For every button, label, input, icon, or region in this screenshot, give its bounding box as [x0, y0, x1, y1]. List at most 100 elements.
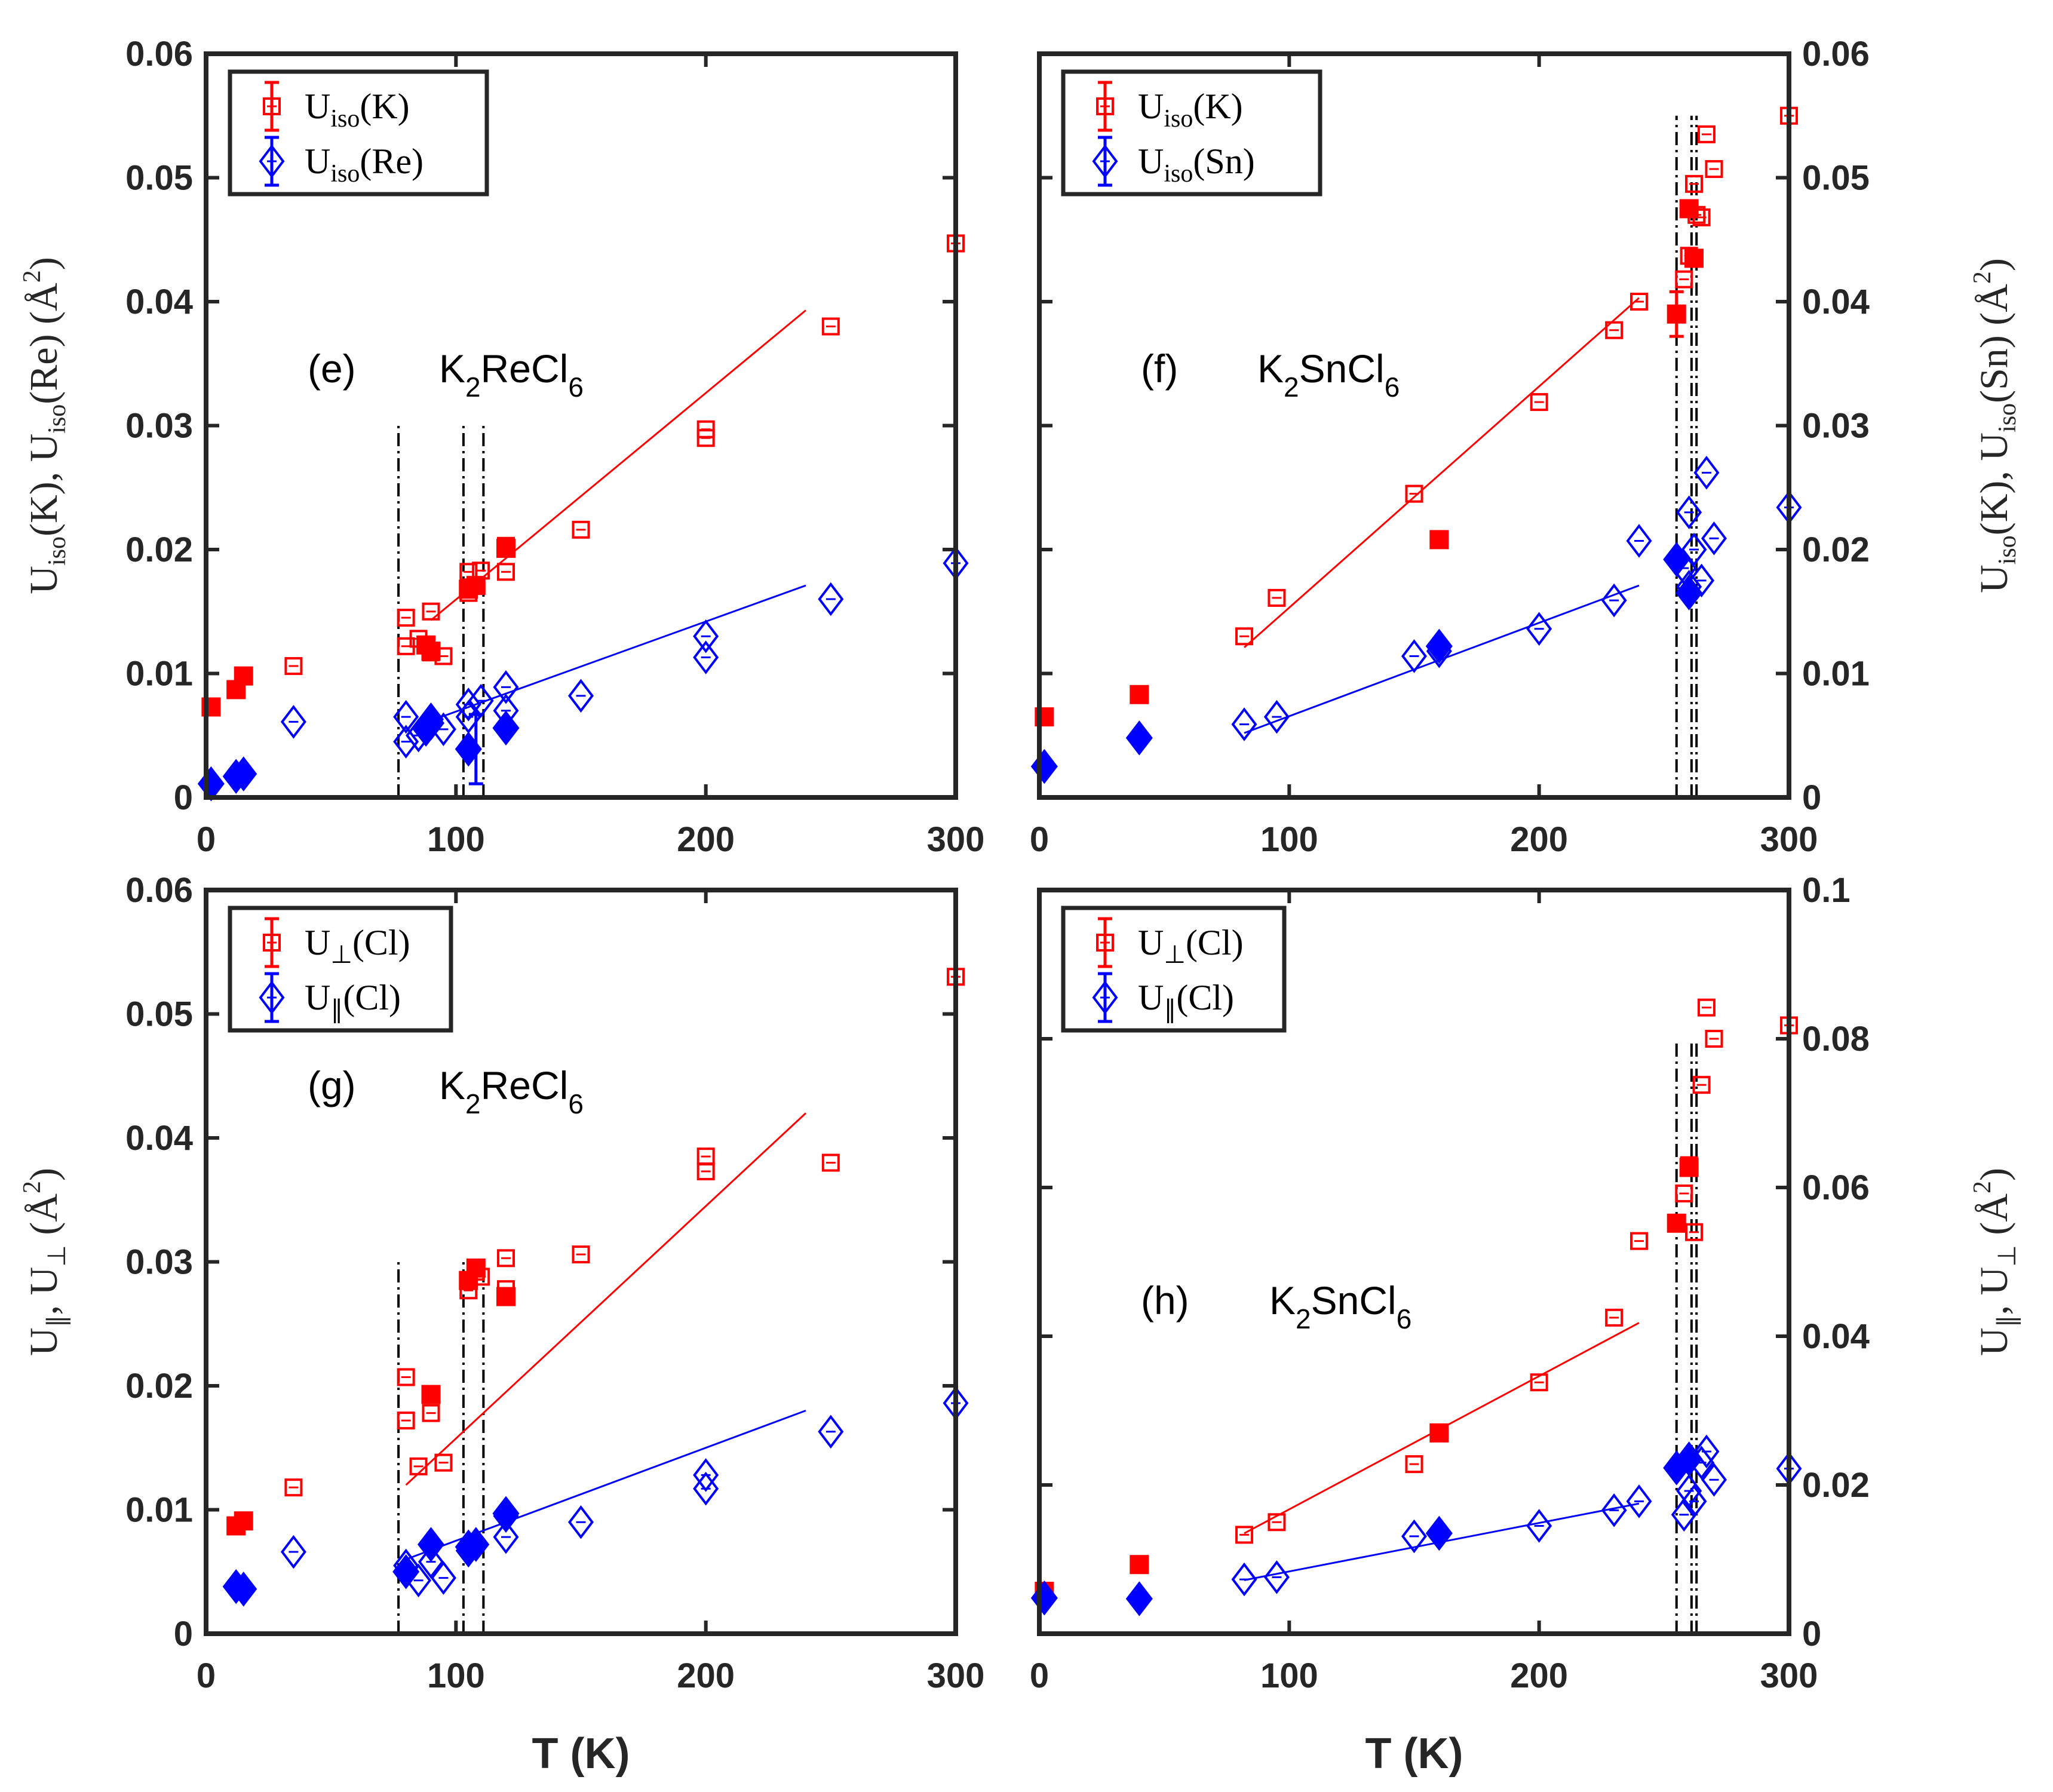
label-part: U [305, 87, 330, 126]
data-point-blue-diamond-open [1689, 563, 1715, 598]
label-part: ) [1972, 258, 2016, 271]
x-tick-label: 0 [197, 1656, 216, 1695]
y-tick-label: 0.03 [1802, 407, 1870, 446]
data-point-red-square-open [1405, 1455, 1423, 1474]
y-axis-label: U∥, U⊥ (Å2) [19, 1168, 71, 1356]
label-part: ⊥ [1164, 941, 1186, 969]
y-tick-label: 0.02 [1802, 1466, 1870, 1505]
x-tick-label: 100 [427, 820, 485, 859]
data-point-blue-diamond-filled [492, 710, 520, 746]
data-point-blue-diamond-filled [417, 705, 445, 741]
label-part: U [1972, 1327, 2016, 1356]
data-point-red-square-open [284, 1478, 303, 1497]
legend-label: Uiso(Sn) [1138, 142, 1255, 188]
label-part: U [305, 978, 330, 1017]
data-point-red-square-open [1605, 1308, 1624, 1327]
label-part: , U [22, 1267, 66, 1315]
data-point-red-square-open [434, 1453, 453, 1472]
label-part: U [1138, 923, 1164, 962]
plot-frame [1037, 51, 1791, 800]
label-part: ∥ [44, 1315, 71, 1327]
data-point-blue-diamond-filled [462, 1527, 490, 1562]
label-part: (Cl) [1176, 978, 1234, 1017]
y-tick-label: 0 [1802, 1615, 1821, 1653]
panel-label: (f) [1141, 346, 1178, 391]
data-point-blue-diamond-open [1601, 1493, 1627, 1527]
y-tick-label: 0.02 [1802, 530, 1870, 569]
data-point-red-square-open [1675, 270, 1693, 289]
plot-frame [1037, 888, 1791, 1636]
data-point-blue-diamond-filled [392, 1554, 420, 1590]
label-part: U [305, 923, 330, 962]
label-part: ∥ [1994, 1315, 2021, 1327]
data-point-red-square-filled [1667, 304, 1686, 324]
data-point-blue-diamond-open [1601, 583, 1627, 618]
label-part: iso [330, 105, 360, 133]
x-tick-label: 300 [927, 1656, 985, 1695]
label-part: ⊥ [1994, 1245, 2021, 1267]
y-tick-label: 0 [174, 778, 193, 817]
data-point-blue-diamond-open [567, 1505, 594, 1539]
data-point-blue-diamond-open [418, 1545, 444, 1579]
data-point-blue-diamond-filled [417, 1527, 445, 1562]
label-part: (Sn) [1193, 142, 1254, 181]
compound-label: K2SnCl6 [1269, 1278, 1411, 1334]
data-point-red-square-open [1235, 627, 1254, 646]
label-part: ∥ [330, 996, 343, 1024]
data-point-blue-diamond-filled [1125, 720, 1153, 756]
label-part: , U [1972, 1267, 2016, 1315]
data-point-red-square-open [422, 602, 440, 621]
y-tick-label: 0.02 [125, 530, 193, 569]
x-tick-label: 100 [1260, 1656, 1318, 1695]
legend-marker-blue [1092, 980, 1118, 1015]
data-point-red-square-filled [1429, 530, 1449, 550]
y-tick-label: 0 [1802, 778, 1821, 817]
label-part: 2 [19, 1181, 46, 1193]
data-point-red-square-open [1630, 1232, 1648, 1250]
data-point-blue-diamond-open [1401, 1519, 1428, 1554]
y-tick-label: 0.03 [125, 407, 193, 446]
label-part: ∥ [1164, 996, 1176, 1024]
label-part: 2 [1296, 1303, 1311, 1334]
data-point-blue-diamond-open [1676, 1474, 1702, 1508]
label-part: 2 [1969, 271, 1996, 284]
label-part: (Re) ( [22, 311, 66, 404]
label-part: ⊥ [330, 941, 352, 969]
label-part: 6 [1397, 1303, 1412, 1334]
label-part: iso [1164, 105, 1193, 133]
label-part: SnCl [1311, 1278, 1397, 1322]
data-point-red-square-open [1268, 588, 1286, 607]
label-part: (K), U [22, 434, 66, 536]
data-point-blue-diamond-filled [1425, 628, 1453, 664]
label-part: U [1138, 87, 1164, 126]
y-tick-label: 0.05 [1802, 159, 1870, 198]
data-point-red-square-filled [496, 538, 515, 558]
data-point-red-square-open [1530, 393, 1548, 412]
data-point-red-square-open [1268, 1513, 1286, 1532]
x-tick-label: 0 [197, 820, 216, 859]
data-point-red-square-open [696, 420, 715, 438]
label-part: 6 [568, 1088, 584, 1119]
label-part: ( [22, 1222, 66, 1245]
legend-label: Uiso(K) [305, 87, 410, 133]
compound-label: K2SnCl6 [1257, 346, 1400, 403]
label-part: 2 [19, 270, 46, 283]
legend-label: U⊥(Cl) [305, 923, 410, 969]
data-point-blue-diamond-open [1231, 707, 1257, 741]
label-part: iso [44, 536, 71, 566]
x-tick-label: 0 [1030, 820, 1049, 859]
data-point-red-square-filled [1684, 248, 1704, 268]
data-point-blue-diamond-open [1263, 1560, 1290, 1594]
label-part: iso [1164, 160, 1193, 188]
label-part: ) [1972, 1168, 2016, 1181]
y-tick-label: 0.02 [125, 1367, 193, 1406]
y-tick-label: 0 [174, 1615, 193, 1653]
legend-label: Uiso(Re) [305, 142, 424, 188]
legend-marker-red [263, 934, 281, 952]
data-point-blue-diamond-filled [1125, 1581, 1153, 1616]
data-point-blue-diamond-filled [1425, 1515, 1453, 1551]
data-point-blue-diamond-open [693, 640, 719, 674]
label-part: U [22, 1327, 66, 1356]
data-point-red-square-filled [1679, 199, 1699, 219]
